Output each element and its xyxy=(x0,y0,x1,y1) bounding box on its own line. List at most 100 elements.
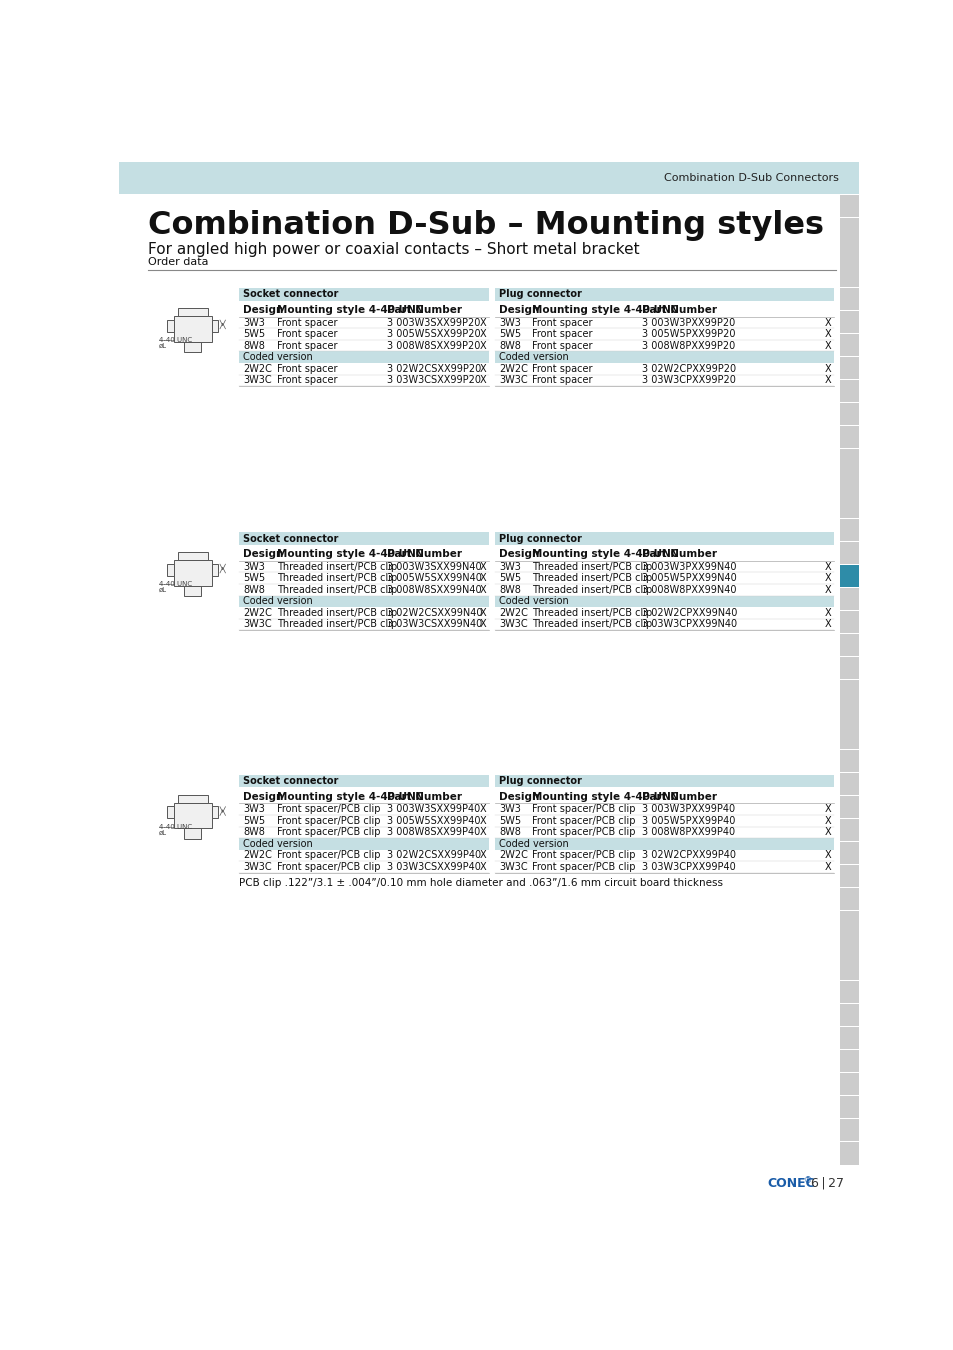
Bar xyxy=(495,532,833,544)
Bar xyxy=(495,618,833,630)
Bar xyxy=(239,803,488,815)
Bar xyxy=(840,1050,858,1072)
Bar xyxy=(495,304,833,317)
Text: Mounting style 4-40 UNC: Mounting style 4-40 UNC xyxy=(276,792,422,802)
Text: øL: øL xyxy=(158,587,167,593)
Text: 3 02W2CPXX99P20: 3 02W2CPXX99P20 xyxy=(641,363,736,374)
Text: X: X xyxy=(823,329,830,339)
Bar xyxy=(177,308,208,316)
Text: 8W8: 8W8 xyxy=(498,828,520,837)
Bar xyxy=(495,775,833,787)
Bar xyxy=(239,289,488,301)
Bar xyxy=(840,612,858,633)
Bar xyxy=(495,815,833,826)
Bar xyxy=(840,472,858,494)
Text: 3W3C: 3W3C xyxy=(498,375,527,385)
Bar xyxy=(212,564,218,575)
Text: Plug connector: Plug connector xyxy=(498,533,581,544)
Bar xyxy=(177,795,208,803)
Text: 3 008W8SXX99P20: 3 008W8SXX99P20 xyxy=(386,340,479,351)
Text: X: X xyxy=(479,861,486,872)
Bar xyxy=(840,242,858,263)
Text: 3W3C: 3W3C xyxy=(243,375,272,385)
Bar xyxy=(495,790,833,803)
Text: 3 02W2CSXX99P40: 3 02W2CSXX99P40 xyxy=(386,850,480,860)
Text: 3 005W5PXX99P20: 3 005W5PXX99P20 xyxy=(641,329,735,339)
Text: 4-40 UNC: 4-40 UNC xyxy=(158,824,192,830)
Bar xyxy=(495,849,833,861)
Bar xyxy=(495,548,833,560)
Bar xyxy=(840,356,858,379)
Text: 3W3C: 3W3C xyxy=(498,861,527,872)
Bar xyxy=(840,772,858,795)
Bar xyxy=(239,317,488,328)
Bar xyxy=(495,608,833,618)
Text: 3W3C: 3W3C xyxy=(243,861,272,872)
Text: 5W5: 5W5 xyxy=(243,329,265,339)
Text: X: X xyxy=(823,861,830,872)
Bar xyxy=(239,363,488,374)
Text: X: X xyxy=(479,620,486,629)
Text: Combination D-Sub – Mounting styles: Combination D-Sub – Mounting styles xyxy=(148,209,823,240)
Text: X: X xyxy=(823,574,830,583)
Text: Front spacer: Front spacer xyxy=(276,317,336,328)
Text: Threaded insert/PCB clip: Threaded insert/PCB clip xyxy=(532,585,652,595)
Text: X: X xyxy=(823,805,830,814)
Bar xyxy=(840,1027,858,1049)
Bar xyxy=(840,980,858,1003)
Bar xyxy=(184,342,201,352)
Bar xyxy=(840,680,858,702)
Text: Mounting style 4-40 UNC: Mounting style 4-40 UNC xyxy=(276,549,422,559)
Text: 6 | 27: 6 | 27 xyxy=(810,1176,842,1189)
Bar xyxy=(167,320,174,332)
Text: Front spacer/PCB clip: Front spacer/PCB clip xyxy=(276,861,379,872)
Text: Front spacer/PCB clip: Front spacer/PCB clip xyxy=(276,815,379,826)
Text: 8W8: 8W8 xyxy=(498,340,520,351)
Bar xyxy=(239,608,488,618)
Bar xyxy=(239,838,488,849)
Text: X: X xyxy=(823,608,830,618)
Text: X: X xyxy=(479,363,486,374)
Text: X: X xyxy=(823,317,830,328)
Text: X: X xyxy=(479,574,486,583)
Bar xyxy=(239,548,488,560)
Text: Part Number: Part Number xyxy=(386,305,461,316)
Text: Front spacer: Front spacer xyxy=(276,329,336,339)
Text: 4-40 UNC: 4-40 UNC xyxy=(158,338,192,343)
Text: Mounting style 4-40 UNC: Mounting style 4-40 UNC xyxy=(532,549,679,559)
Bar xyxy=(239,328,488,340)
Text: 8W8: 8W8 xyxy=(243,828,265,837)
Text: X: X xyxy=(823,850,830,860)
Text: 3 03W3CPXX99P20: 3 03W3CPXX99P20 xyxy=(641,375,736,385)
Bar xyxy=(184,829,201,838)
Text: 3 03W3CPXX99P40: 3 03W3CPXX99P40 xyxy=(641,861,736,872)
Text: Socket connector: Socket connector xyxy=(243,533,338,544)
Text: X: X xyxy=(479,375,486,385)
Text: 3W3: 3W3 xyxy=(498,562,520,571)
Text: PCB clip .122”/3.1 ± .004”/0.10 mm hole diameter and .063”/1.6 mm circuit board : PCB clip .122”/3.1 ± .004”/0.10 mm hole … xyxy=(239,879,722,888)
Text: Front spacer/PCB clip: Front spacer/PCB clip xyxy=(532,850,635,860)
Text: Coded version: Coded version xyxy=(498,352,568,362)
Bar xyxy=(840,450,858,471)
Bar xyxy=(840,564,858,587)
Text: Combination D-Sub Connectors: Combination D-Sub Connectors xyxy=(663,173,838,184)
Bar xyxy=(840,865,858,887)
Bar xyxy=(239,585,488,595)
Bar xyxy=(840,888,858,910)
Text: X: X xyxy=(479,329,486,339)
Text: Front spacer/PCB clip: Front spacer/PCB clip xyxy=(532,828,635,837)
Text: øL: øL xyxy=(158,343,167,350)
Text: X: X xyxy=(479,585,486,595)
Bar xyxy=(840,265,858,286)
Text: Coded version: Coded version xyxy=(243,597,313,606)
Bar xyxy=(840,749,858,772)
Text: 3 008W8PXX99P40: 3 008W8PXX99P40 xyxy=(641,828,735,837)
Bar xyxy=(840,404,858,425)
Text: Threaded insert/PCB clip: Threaded insert/PCB clip xyxy=(532,562,652,571)
Bar xyxy=(174,803,212,829)
Text: For angled high power or coaxial contacts – Short metal bracket: For angled high power or coaxial contact… xyxy=(148,242,639,258)
Text: Order data: Order data xyxy=(148,256,208,267)
Bar xyxy=(239,340,488,351)
Text: Threaded insert/PCB clip: Threaded insert/PCB clip xyxy=(276,585,396,595)
Text: Part Number: Part Number xyxy=(641,792,717,802)
